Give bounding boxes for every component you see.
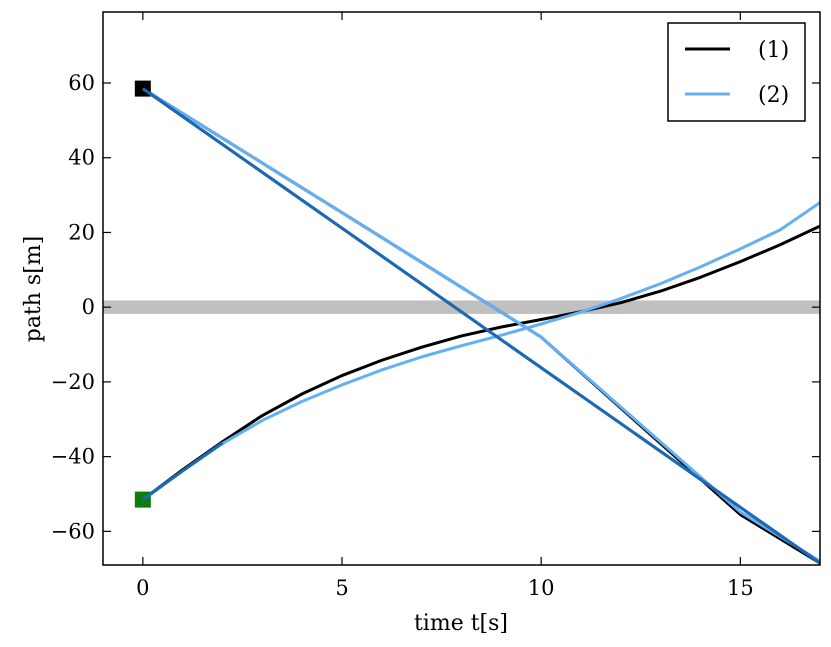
x-tick-label: 5 <box>335 576 348 600</box>
series-shared-overlay-line <box>141 87 820 565</box>
series-2-falling-line <box>142 87 820 563</box>
x-tick-label: 15 <box>727 576 754 600</box>
legend-label-1: (1) <box>758 38 789 63</box>
x-tick-label: 10 <box>528 576 555 600</box>
axes: 0 5 10 15 −60 −40 −20 0 20 40 60 <box>51 11 821 600</box>
y-tick-label: −20 <box>51 370 95 394</box>
legend-box <box>667 22 806 122</box>
y-tick-label: 40 <box>68 146 95 170</box>
x-tick-label: 0 <box>136 576 149 600</box>
y-tick-label: −60 <box>51 519 95 543</box>
plot-frame <box>102 11 821 566</box>
y-tick-label: 20 <box>68 220 95 244</box>
y-tick-label: 0 <box>82 295 95 319</box>
series-2-rising-line <box>141 201 820 501</box>
zero-band <box>103 300 820 314</box>
series-1-rising-line <box>141 224 820 501</box>
y-tick-label: 60 <box>68 71 95 95</box>
y-tick-label: −40 <box>51 445 95 469</box>
x-axis-label: time t[s] <box>414 611 508 636</box>
legend: (1) (2) <box>667 22 806 122</box>
legend-label-2: (2) <box>758 83 789 108</box>
plot-area <box>103 80 820 565</box>
y-axis-label: path s[m] <box>21 236 46 343</box>
series-shared-overlay-line <box>141 441 224 501</box>
